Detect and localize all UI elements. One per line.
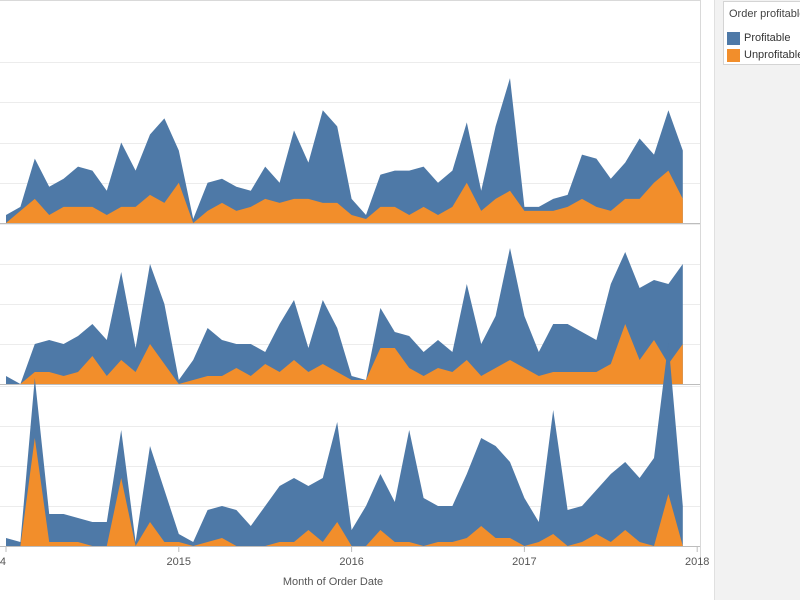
legend-label-unprofitable: Unprofitable xyxy=(744,49,800,61)
legend-title: Order profitable xyxy=(729,8,800,20)
legend: Order profitable Profitable Unprofitable xyxy=(723,1,800,65)
sidebar: Order profitable Profitable Unprofitable xyxy=(714,0,800,600)
x-axis-title: Month of Order Date xyxy=(283,576,383,588)
legend-swatch-unprofitable xyxy=(727,49,740,62)
x-tick-label-2017: 2017 xyxy=(512,556,536,568)
x-tick-label-2016: 2016 xyxy=(339,556,363,568)
panel-2-profitable-area xyxy=(6,248,683,384)
panel-3-profitable-area xyxy=(6,342,683,546)
panel-1-unprofitable-area xyxy=(6,170,683,223)
chart-area: 4 2015 2016 2017 2018 Month of Order Date xyxy=(0,0,709,588)
legend-swatch-profitable xyxy=(727,32,740,45)
panel-2-unprofitable-area xyxy=(6,324,683,384)
x-tick-label-2015: 2015 xyxy=(167,556,191,568)
legend-label-profitable: Profitable xyxy=(744,32,791,44)
area-chart: 4 2015 2016 2017 2018 Month of Order Date xyxy=(0,0,709,588)
x-tick-label-2014: 4 xyxy=(0,556,6,568)
panel-1-profitable-area xyxy=(6,78,683,223)
x-tick-label-2018: 2018 xyxy=(685,556,709,568)
